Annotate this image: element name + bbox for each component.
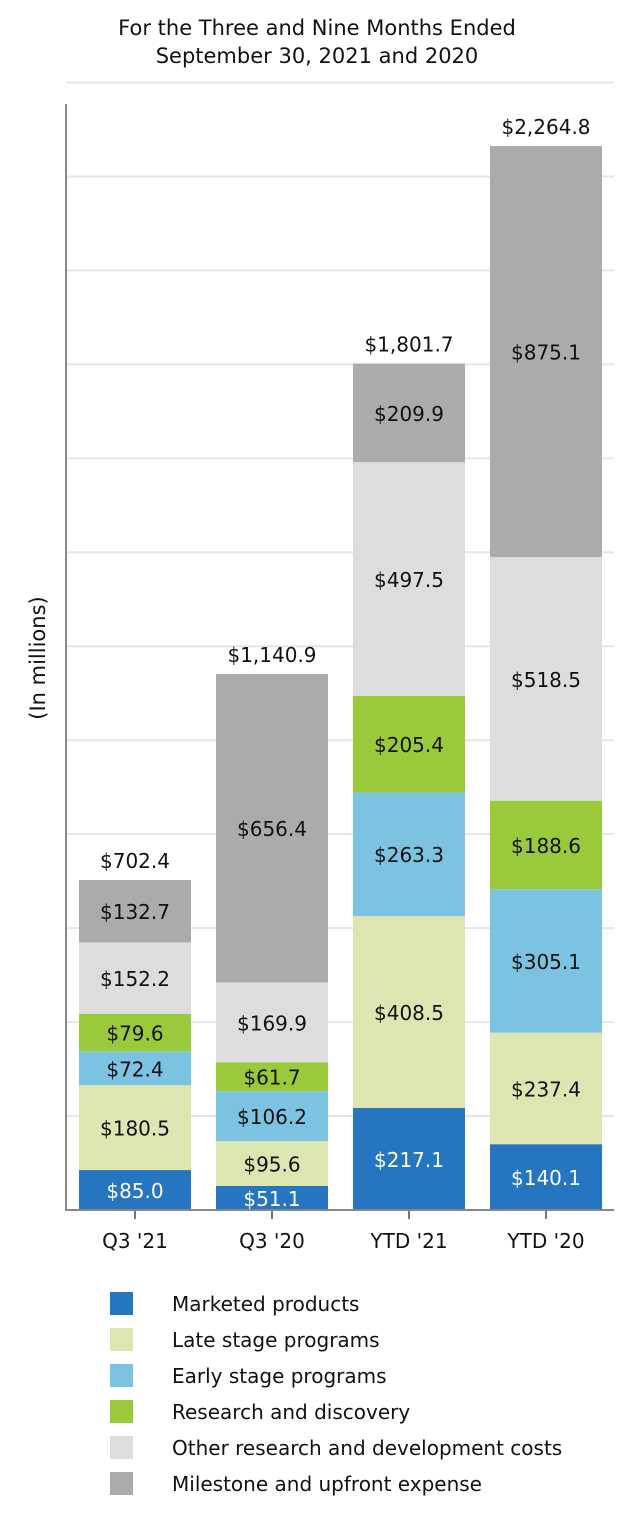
- segment-value-label: $95.6: [243, 1153, 300, 1177]
- bar-total-label: $2,264.8: [501, 115, 590, 139]
- bar-segment-research-and-discovery: [490, 800, 602, 890]
- bar-segment-milestone-and-upfront-expense: [353, 363, 465, 463]
- segment-value-label: $85.0: [106, 1179, 163, 1203]
- bar-segment-early-stage-programs: [79, 1051, 191, 1086]
- x-tick-label: YTD '21: [369, 1229, 447, 1253]
- bar-segment-other-research-and-development-costs: [353, 462, 465, 696]
- bar-segment-milestone-and-upfront-expense: [216, 674, 328, 983]
- segment-value-label: $72.4: [106, 1057, 163, 1081]
- legend-swatch: [110, 1328, 133, 1351]
- bar-segment-early-stage-programs: [216, 1091, 328, 1142]
- segment-value-label: $51.1: [243, 1187, 300, 1211]
- segment-value-label: $237.4: [511, 1077, 581, 1101]
- legend-swatch: [110, 1436, 133, 1459]
- bar-total-label: $702.4: [100, 849, 170, 873]
- legend-swatch: [110, 1292, 133, 1315]
- bar-segment-late-stage-programs: [490, 1032, 602, 1145]
- legend-label: Marketed products: [172, 1292, 360, 1316]
- bar-segment-early-stage-programs: [490, 889, 602, 1033]
- segment-value-label: $152.2: [100, 967, 170, 991]
- bar-segment-milestone-and-upfront-expense: [79, 880, 191, 943]
- bar-segment-late-stage-programs: [216, 1141, 328, 1186]
- bar-segment-milestone-and-upfront-expense: [490, 146, 602, 558]
- bar-total-label: $1,801.7: [364, 333, 453, 357]
- legend-swatch: [110, 1472, 133, 1495]
- bar-segment-research-and-discovery: [216, 1062, 328, 1092]
- bar-segment-other-research-and-development-costs: [79, 942, 191, 1014]
- segment-value-label: $169.9: [237, 1011, 307, 1035]
- segment-value-label: $132.7: [100, 900, 170, 924]
- x-tick-label: Q3 '20: [239, 1229, 305, 1253]
- legend-label: Late stage programs: [172, 1328, 380, 1352]
- segment-value-label: $497.5: [374, 568, 444, 592]
- segment-value-label: $518.5: [511, 668, 581, 692]
- bar-segment-marketed-products: [79, 1170, 191, 1210]
- segment-value-label: $79.6: [106, 1022, 163, 1046]
- segment-value-label: $188.6: [511, 834, 581, 858]
- stacked-bar-chart: $85.0 $180.5 $72.4 $79.6 $152.2 $132.7 $702.4 Q…: [65, 81, 614, 1253]
- segment-value-label: $305.1: [511, 950, 581, 974]
- segment-value-label: $106.2: [237, 1105, 307, 1129]
- bar-segment-other-research-and-development-costs: [490, 557, 602, 801]
- legend-label: Research and discovery: [172, 1400, 411, 1424]
- legend-label: Milestone and upfront expense: [172, 1472, 482, 1496]
- segment-value-label: $209.9: [374, 402, 444, 426]
- segment-value-label: $180.5: [100, 1117, 170, 1141]
- bar-segment-early-stage-programs: [353, 792, 465, 917]
- segment-value-label: $408.5: [374, 1001, 444, 1025]
- segment-value-label: $205.4: [374, 733, 444, 757]
- legend-swatch: [110, 1400, 133, 1423]
- segment-value-label: $656.4: [237, 817, 307, 841]
- segment-value-label: $875.1: [511, 341, 581, 365]
- chart-title-line-2: September 30, 2021 and 2020: [155, 44, 479, 68]
- segment-value-label: $263.3: [374, 843, 444, 867]
- bar-segment-marketed-products: [353, 1108, 465, 1210]
- bar-total-label: $1,140.9: [227, 643, 316, 667]
- bar-segment-marketed-products: [490, 1144, 602, 1210]
- segment-value-label: $61.7: [243, 1066, 300, 1090]
- bar-segment-marketed-products: [216, 1185, 328, 1210]
- bar-segment-late-stage-programs: [79, 1085, 191, 1171]
- legend-label: Early stage programs: [172, 1364, 387, 1388]
- segment-value-label: $217.1: [374, 1148, 444, 1172]
- chart-title-line-1: For the Three and Nine Months Ended: [118, 16, 516, 40]
- bar-segment-late-stage-programs: [353, 916, 465, 1109]
- x-tick-label: YTD '20: [506, 1229, 584, 1253]
- legend-label: Other research and development costs: [172, 1436, 563, 1460]
- bar-segment-other-research-and-development-costs: [216, 982, 328, 1063]
- bar-segment-research-and-discovery: [79, 1013, 191, 1052]
- segment-value-label: $140.1: [511, 1166, 581, 1190]
- legend-swatch: [110, 1364, 133, 1387]
- chart-title: For the Three and Nine Months Ended Septe…: [0, 14, 634, 70]
- x-tick-label: Q3 '21: [102, 1229, 168, 1253]
- bar-segment-research-and-discovery: [353, 695, 465, 793]
